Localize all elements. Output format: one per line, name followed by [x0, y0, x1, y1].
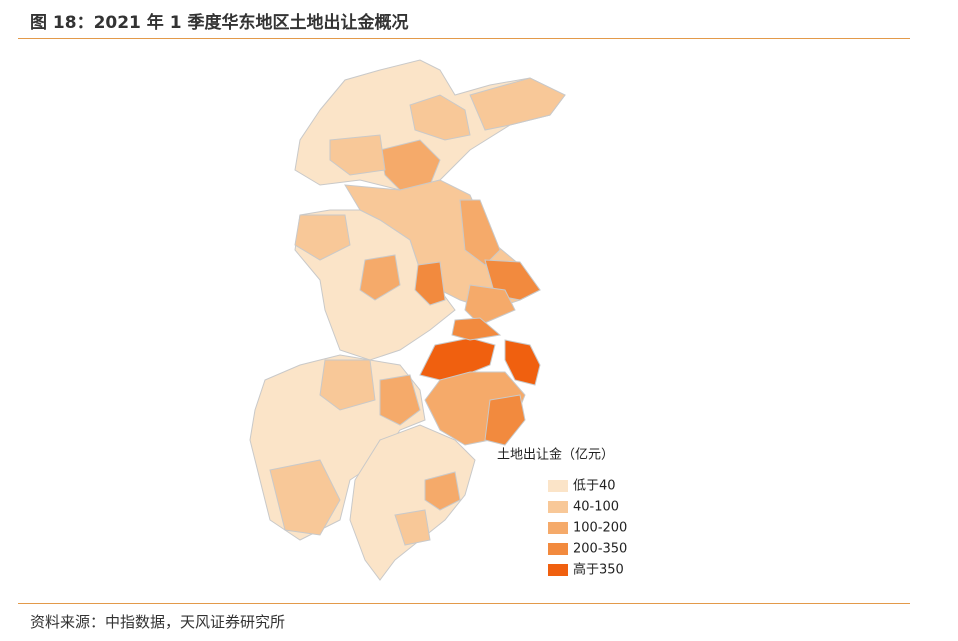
legend-swatch [548, 501, 568, 513]
region [504, 339, 541, 386]
bottom-rule [18, 603, 910, 604]
region [329, 134, 386, 176]
region [269, 459, 341, 536]
region [409, 94, 471, 141]
region [359, 254, 401, 301]
region [451, 317, 502, 341]
region [294, 214, 351, 261]
region [379, 374, 421, 426]
region [424, 471, 461, 511]
region [484, 394, 526, 446]
region [394, 509, 431, 546]
source-note: 资料来源：中指数据，天风证券研究所 [30, 613, 286, 631]
region [464, 284, 516, 326]
region [459, 199, 501, 266]
region [469, 77, 566, 131]
legend-swatch [548, 522, 568, 534]
legend-label: 低于40 [573, 479, 616, 494]
figure-title: 图 18：2021 年 1 季度华东地区土地出让金概况 [30, 13, 409, 33]
legend-label: 100-200 [573, 521, 627, 536]
legend-label: 40-100 [573, 500, 619, 515]
legend-swatch [548, 543, 568, 555]
legend-label: 高于350 [573, 562, 624, 578]
legend-label: 200-350 [573, 542, 627, 557]
legend-swatch [548, 564, 568, 576]
legend: 低于40 40-100 100-200 200-350 高于350 [548, 479, 627, 578]
map-regions [249, 59, 566, 581]
legend-title: 土地出让金（亿元） [497, 447, 614, 463]
region [319, 359, 376, 411]
top-rule [18, 38, 910, 39]
legend-swatch [548, 480, 568, 492]
region [414, 261, 446, 306]
